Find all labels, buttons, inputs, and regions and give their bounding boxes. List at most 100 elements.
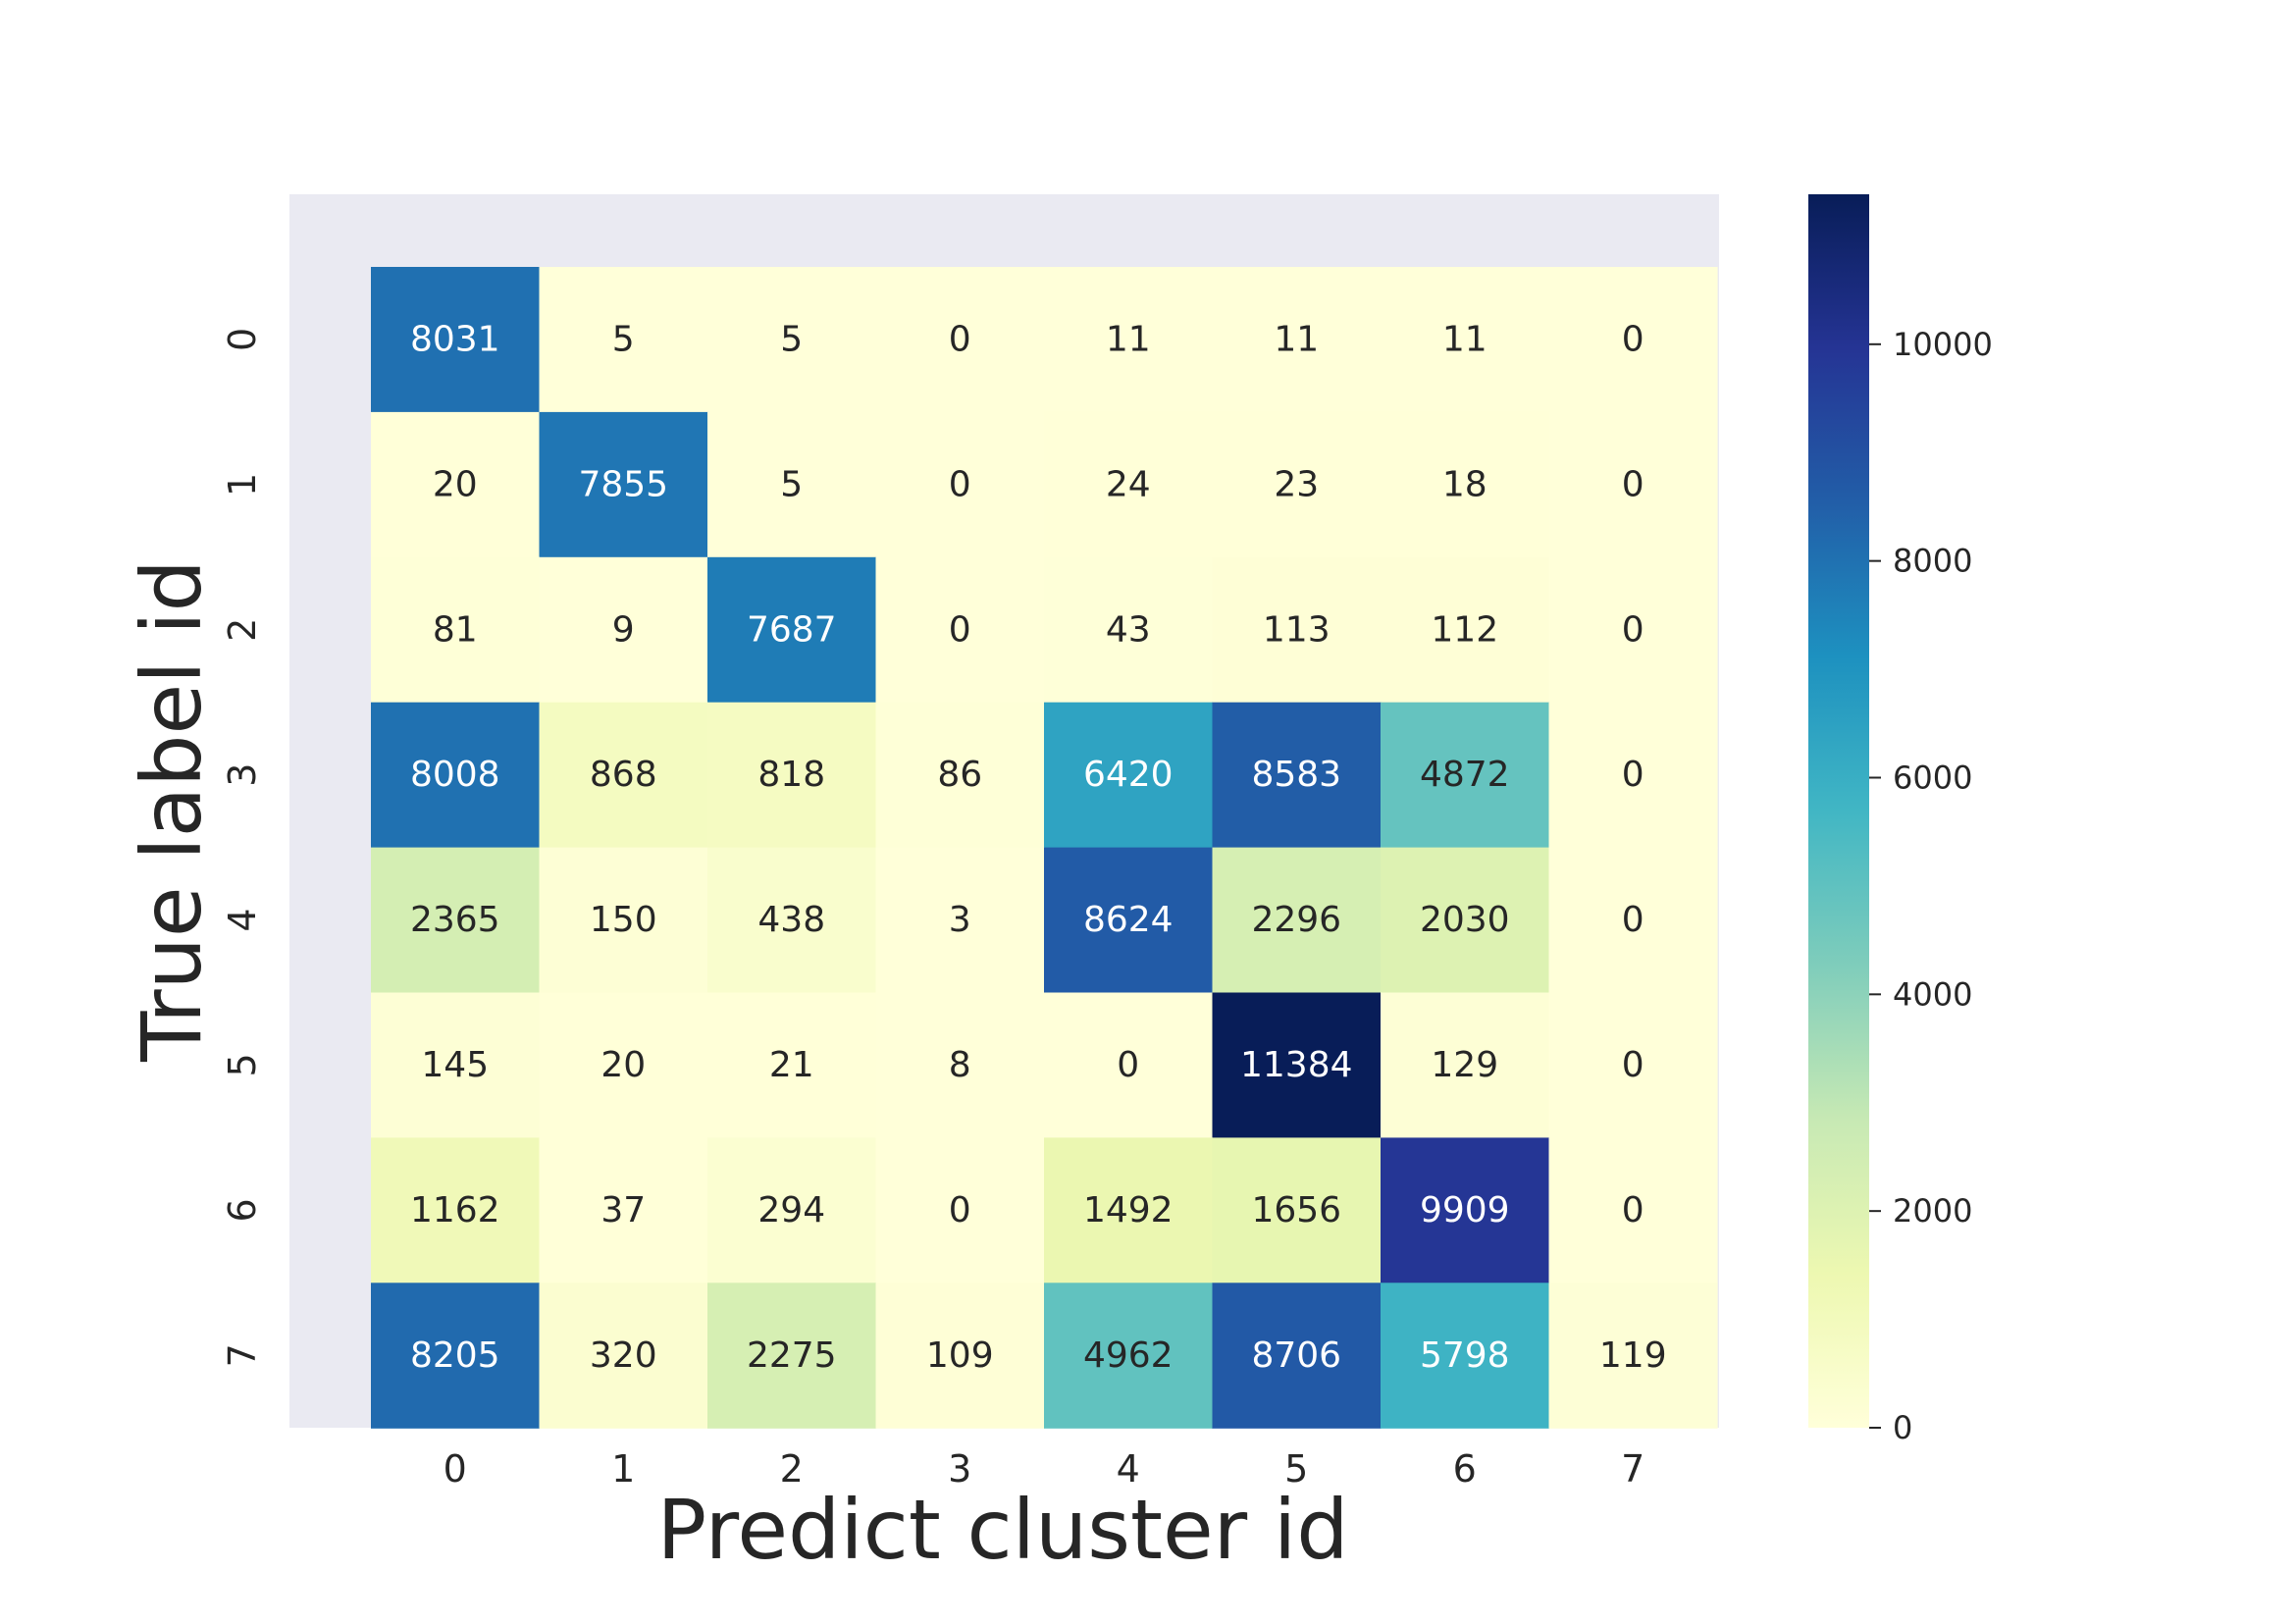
x-tick-label: 6 (1453, 1447, 1477, 1491)
heatmap-cell (707, 411, 877, 558)
heatmap-cell (539, 1137, 708, 1283)
cell-value-label: 129 (1431, 1045, 1498, 1085)
heatmap-cell (1548, 556, 1718, 704)
heatmap-cell (1548, 411, 1718, 558)
cell-value-label: 9909 (1420, 1190, 1510, 1230)
cell-value-label: 1492 (1083, 1190, 1174, 1230)
heatmap-cell (1381, 267, 1550, 413)
cell-value-label: 119 (1599, 1335, 1667, 1376)
colorbar-ticks: 0 2000 4000 6000 8000 10000 (1869, 326, 1993, 1446)
cell-value-label: 0 (1622, 319, 1644, 359)
x-tick-label: 1 (611, 1447, 635, 1491)
cell-value-label: 24 (1106, 464, 1151, 504)
cell-value-label: 86 (937, 755, 982, 795)
y-axis-ticks: 0 1 2 3 4 5 6 7 (221, 328, 264, 1367)
y-tick-label: 2 (221, 618, 264, 642)
heatmap-cell (1044, 1137, 1214, 1283)
cell-value-label: 0 (949, 319, 971, 359)
heatmap-cell (875, 556, 1045, 704)
cell-value-label: 8624 (1083, 900, 1174, 940)
heatmap-cell (1212, 267, 1382, 413)
heatmap-cell (371, 702, 541, 849)
cell-value-label: 8008 (410, 755, 500, 795)
y-tick-label: 6 (221, 1198, 264, 1222)
heatmap-cell (1212, 847, 1382, 994)
cell-value-label: 5798 (1420, 1335, 1510, 1376)
cell-value-label: 2030 (1420, 900, 1510, 940)
heatmap-cell (707, 267, 877, 413)
heatmap-cell (1044, 702, 1214, 849)
cell-value-label: 6420 (1083, 755, 1174, 795)
cell-value-label: 5 (612, 319, 635, 359)
heatmap-cell (539, 702, 708, 849)
cell-value-label: 8706 (1251, 1335, 1341, 1376)
heatmap-cell (875, 702, 1045, 849)
cell-value-label: 818 (757, 755, 825, 795)
y-tick-label: 1 (221, 473, 264, 497)
cell-value-label: 2365 (410, 900, 500, 940)
y-axis-label: True label id (124, 559, 220, 1063)
heatmap-cell (1381, 992, 1550, 1138)
cell-value-label: 0 (1622, 464, 1644, 504)
heatmap-cell (539, 1283, 708, 1429)
x-axis-label: Predict cluster id (656, 1482, 1348, 1578)
heatmap-cell (1548, 847, 1718, 994)
cell-value-label: 320 (590, 1335, 657, 1376)
heatmap-cell (539, 267, 708, 413)
heatmap-cell (1212, 992, 1382, 1138)
heatmap-cell (1212, 702, 1382, 849)
heatmap-cell (1381, 702, 1550, 849)
cell-value-label: 4872 (1420, 755, 1510, 795)
heatmap-cell (1381, 1137, 1550, 1283)
cell-value-label: 81 (433, 609, 478, 650)
cell-value-label: 0 (949, 1190, 971, 1230)
heatmap-cell (707, 1137, 877, 1283)
heatmap-cell (1381, 556, 1550, 704)
colorbar-tick-label: 2000 (1893, 1192, 1972, 1230)
heatmap-cell (371, 411, 541, 558)
cell-value-label: 43 (1106, 609, 1151, 650)
heatmap-cells (371, 267, 1718, 1429)
cell-value-label: 9 (612, 609, 635, 650)
heatmap-cell (875, 1283, 1045, 1429)
x-tick-label: 3 (948, 1447, 971, 1491)
heatmap-cell (539, 847, 708, 994)
heatmap-cell (539, 992, 708, 1138)
y-tick-label: 5 (221, 1053, 264, 1076)
heatmap-cell (539, 556, 708, 704)
cell-value-label: 145 (421, 1045, 489, 1085)
heatmap-cell (707, 702, 877, 849)
x-tick-label: 2 (780, 1447, 804, 1491)
cell-value-label: 18 (1442, 464, 1487, 504)
cell-value-label: 3 (949, 900, 971, 940)
heatmap-cell (1044, 556, 1214, 704)
heatmap-cell (1548, 1283, 1718, 1429)
cell-value-label: 8583 (1251, 755, 1341, 795)
heatmap-cell (1548, 992, 1718, 1138)
y-tick-label: 0 (221, 328, 264, 351)
cell-value-label: 438 (757, 900, 825, 940)
cell-value-label: 113 (1263, 609, 1331, 650)
cell-value-label: 8 (949, 1045, 971, 1085)
cell-value-label: 5 (780, 319, 803, 359)
heatmap-cell (371, 267, 541, 413)
heatmap-cell (707, 992, 877, 1138)
cell-value-label: 1162 (410, 1190, 500, 1230)
heatmap-cell (1381, 411, 1550, 558)
colorbar-tick-label: 0 (1893, 1409, 1912, 1446)
heatmap-cell (371, 1137, 541, 1283)
cell-value-label: 0 (1622, 900, 1644, 940)
cell-value-label: 2296 (1251, 900, 1341, 940)
heatmap-cell (371, 556, 541, 704)
heatmap-cell (1212, 1283, 1382, 1429)
cell-value-label: 23 (1274, 464, 1319, 504)
colorbar-tick-label: 8000 (1893, 543, 1972, 580)
cell-value-label: 150 (590, 900, 657, 940)
heatmap-cell (1381, 847, 1550, 994)
cell-value-label: 4962 (1083, 1335, 1174, 1376)
cell-value-label: 20 (600, 1045, 646, 1085)
heatmap-cell (1044, 1283, 1214, 1429)
heatmap-cell (875, 411, 1045, 558)
cell-value-label: 2275 (747, 1335, 837, 1376)
cell-value-label: 7687 (747, 609, 837, 650)
